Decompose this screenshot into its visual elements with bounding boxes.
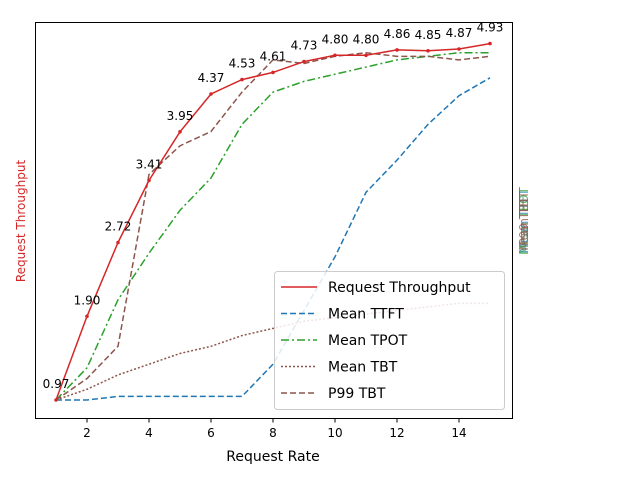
x-tick-label: 10 [327,426,342,440]
x-axis-title: Request Rate [226,449,319,465]
data-label: 3.95 [167,109,194,123]
data-label: 4.80 [353,32,380,46]
data-label: 4.80 [322,32,349,46]
data-point [147,178,151,183]
series-line-mean-ttft [56,77,491,401]
legend-label: Mean TTFT [328,307,404,323]
legend-label: Mean TPOT [328,333,408,349]
data-point [271,70,275,75]
data-label: 0.97 [43,377,70,391]
data-point [426,49,430,53]
legend-label: Mean TBT [328,360,398,376]
data-label: 4.37 [198,71,225,85]
right-axis-title: Mean TPOT [517,186,531,255]
x-tick-label: 2 [83,426,91,440]
right-axis-title: Mean TBT [517,191,531,251]
data-point [178,130,182,134]
data-label: 2.72 [105,220,132,234]
y-axis-title: Request Throughput [14,160,28,283]
data-point [240,77,244,82]
x-tick-label: 14 [451,426,466,440]
series-line-p99-tbt [55,51,491,401]
series-markers [54,41,492,402]
data-label: 4.61 [260,49,287,63]
data-point [333,53,337,58]
data-point [54,398,58,402]
legend: Request Throughput Mean TTFT Mean TPOT Mean… [274,271,505,410]
data-label: 3.41 [136,157,163,171]
data-point [457,47,461,51]
series-line-mean-tpot [55,51,490,401]
data-label: 4.73 [291,39,318,53]
x-axis-ticks: 2 4 6 8 10 12 14 [83,418,467,440]
data-label: 1.90 [74,293,101,307]
data-point [364,53,368,58]
data-label: 4.85 [415,28,442,42]
legend-label: P99 TBT [328,386,386,402]
series-line-mean-tbt [55,302,490,401]
data-label: 4.53 [229,57,256,71]
legend-box [274,271,505,410]
data-point [395,48,399,52]
x-tick-label: 6 [207,426,215,440]
x-tick-label: 12 [389,426,404,440]
data-label: 4.87 [446,26,473,40]
data-point [209,92,213,96]
right-axis-title: Mean TTFT [517,188,531,254]
data-point [302,59,306,64]
right-axis-title: P99 TBT [517,196,531,246]
data-labels: 0.97 1.90 2.72 3.41 3.95 4.37 4.53 4.61 4.73 4.80… [43,21,504,391]
x-tick-label: 4 [145,426,153,440]
data-point [85,314,89,319]
data-point [116,240,120,245]
series-lines [55,42,491,401]
data-label: 4.93 [477,21,504,35]
data-point [488,41,492,46]
x-tick-label: 8 [269,426,277,440]
legend-label: Request Throughput [328,280,471,296]
data-label: 4.86 [384,27,411,41]
